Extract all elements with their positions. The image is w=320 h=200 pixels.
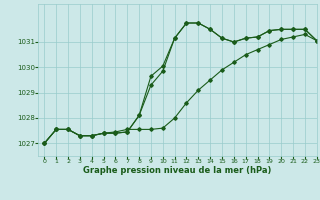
X-axis label: Graphe pression niveau de la mer (hPa): Graphe pression niveau de la mer (hPa) (84, 166, 272, 175)
